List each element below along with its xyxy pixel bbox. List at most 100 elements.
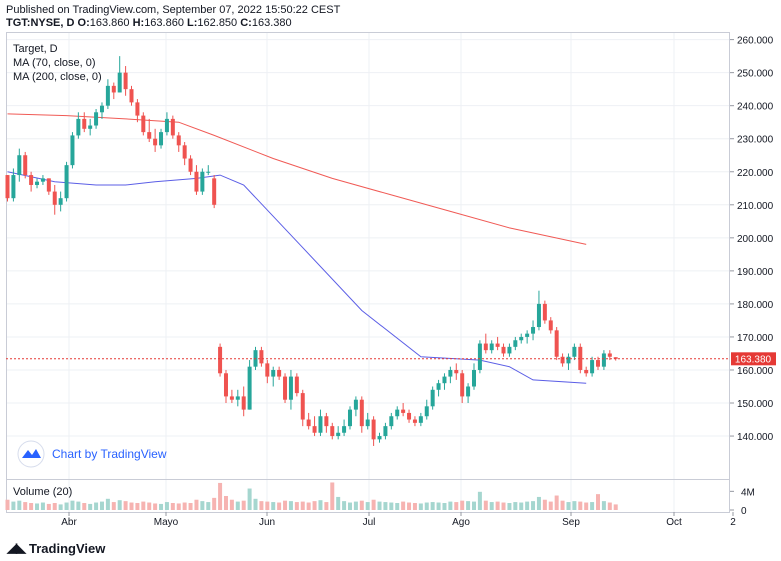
candle-body bbox=[247, 366, 252, 410]
candle-body bbox=[578, 346, 583, 370]
candle-body bbox=[330, 426, 335, 437]
volume-bar bbox=[58, 504, 63, 510]
y-tick-label: 150.000 bbox=[737, 399, 774, 410]
candle-body bbox=[135, 102, 140, 116]
x-tick-label: Oct bbox=[666, 517, 682, 528]
candle-body bbox=[5, 175, 10, 199]
y-tick-label: 170.000 bbox=[737, 333, 774, 344]
candle-body bbox=[566, 356, 571, 364]
last-price-text: 163.380 bbox=[735, 354, 772, 365]
candle-body bbox=[448, 369, 453, 377]
candle-body bbox=[40, 178, 45, 182]
volume-bar bbox=[294, 502, 299, 510]
candle-body bbox=[70, 135, 75, 166]
volume-bar bbox=[247, 488, 252, 510]
candle-body bbox=[436, 383, 441, 390]
candle-body bbox=[111, 85, 116, 93]
volume-bar bbox=[164, 502, 169, 510]
volume-bar bbox=[359, 500, 364, 510]
legend-ma200: MA (200, close, 0) bbox=[13, 71, 102, 83]
volume-bar bbox=[430, 502, 435, 510]
candle-body bbox=[401, 409, 406, 413]
candle-body bbox=[525, 333, 530, 337]
volume-bar bbox=[395, 503, 400, 510]
candle-body bbox=[76, 118, 81, 136]
candle-body bbox=[82, 118, 87, 129]
volume-bar bbox=[76, 501, 81, 510]
volume-bar bbox=[607, 502, 612, 510]
close-value: 163.380 bbox=[251, 17, 292, 29]
candle-body bbox=[359, 399, 364, 427]
published-note: Published on TradingView.com, September … bbox=[6, 4, 341, 16]
candle-body bbox=[560, 356, 565, 364]
candle-body bbox=[495, 343, 500, 347]
volume-bar bbox=[371, 499, 376, 510]
candle-body bbox=[271, 369, 276, 377]
tradingview-cloud-icon bbox=[22, 449, 41, 458]
footer-brand[interactable]: ◢◣ TradingView bbox=[7, 540, 105, 556]
y-tick-label: 260.000 bbox=[737, 36, 774, 47]
candle-body bbox=[58, 198, 63, 205]
volume-bar bbox=[601, 501, 606, 510]
candle-body bbox=[46, 178, 51, 192]
volume-bar bbox=[495, 501, 500, 510]
volume-bar bbox=[566, 502, 571, 510]
volume-bar bbox=[383, 502, 388, 510]
volume-bar bbox=[377, 501, 382, 510]
candle-body bbox=[513, 340, 518, 347]
volume-bar bbox=[442, 503, 447, 510]
volume-bar bbox=[194, 499, 199, 510]
candle-body bbox=[235, 396, 240, 400]
volume-bar bbox=[324, 502, 329, 510]
candle-body bbox=[318, 416, 323, 433]
low-label: L: bbox=[187, 17, 198, 29]
volume-bar bbox=[471, 501, 476, 510]
candle-body bbox=[395, 409, 400, 417]
close-label: C: bbox=[240, 17, 252, 29]
volume-bar bbox=[342, 501, 347, 510]
x-tick-label: Jul bbox=[363, 517, 376, 528]
y-tick-label: 230.000 bbox=[737, 135, 774, 146]
open-label: O: bbox=[77, 17, 90, 29]
candle-body bbox=[200, 171, 205, 192]
candle-body bbox=[489, 343, 494, 351]
watermark-text: Chart by TradingView bbox=[52, 447, 167, 461]
watermark[interactable]: Chart by TradingView bbox=[17, 440, 167, 468]
volume-tick-label: 4M bbox=[741, 487, 755, 498]
high-value: 163.860 bbox=[144, 17, 184, 29]
volume-bar bbox=[365, 502, 370, 510]
candle-body bbox=[182, 145, 187, 159]
volume-bar bbox=[277, 502, 282, 510]
candle-body bbox=[129, 89, 134, 103]
low-value: 162.850 bbox=[197, 17, 238, 29]
x-tick-label: Ago bbox=[452, 517, 470, 528]
volume-bar bbox=[5, 499, 10, 510]
volume-bar bbox=[105, 498, 110, 510]
candle-body bbox=[590, 360, 595, 374]
candlesticks bbox=[5, 56, 618, 446]
volume-bar bbox=[519, 502, 524, 510]
candle-body bbox=[389, 416, 394, 427]
candle-body bbox=[206, 171, 211, 173]
candle-body bbox=[477, 343, 482, 370]
candle-body bbox=[596, 360, 600, 367]
candle-body bbox=[336, 432, 341, 437]
candle-body bbox=[170, 118, 175, 136]
candle-body bbox=[365, 419, 370, 427]
volume-bar bbox=[584, 502, 589, 510]
ma70-line bbox=[7, 171, 587, 384]
volume-bar bbox=[241, 500, 246, 510]
volume-bar bbox=[578, 501, 583, 510]
candle-body bbox=[294, 376, 299, 394]
candle-body bbox=[312, 426, 317, 433]
candle-body bbox=[342, 426, 347, 433]
candle-body bbox=[218, 346, 223, 374]
symbol-ohlc-line: TGT:NYSE, D O:163.860 H:163.860 L:162.85… bbox=[6, 17, 292, 29]
volume-bar bbox=[454, 502, 459, 510]
volume-bar bbox=[560, 500, 565, 510]
high-label: H: bbox=[132, 17, 145, 29]
x-tick-label: Jun bbox=[259, 517, 275, 528]
volume-bar bbox=[99, 501, 104, 510]
volume-bar bbox=[554, 495, 559, 510]
